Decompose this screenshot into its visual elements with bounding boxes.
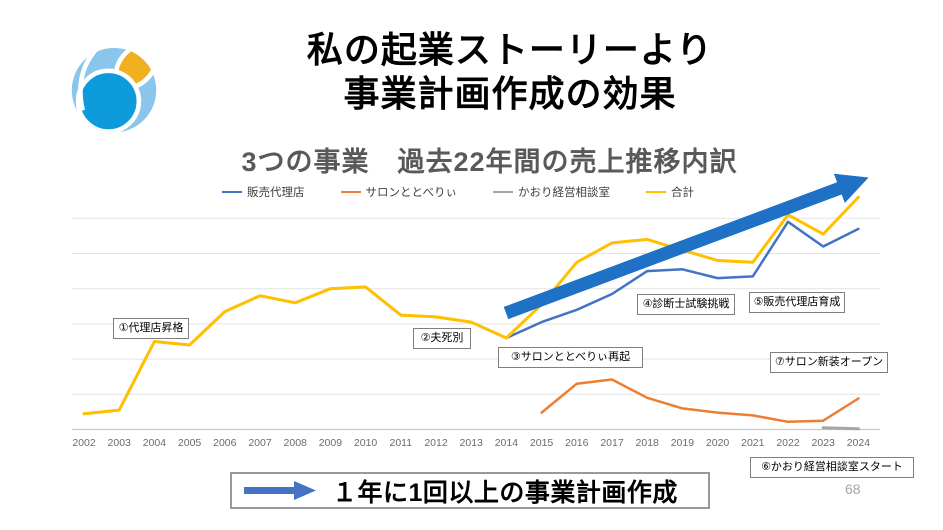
x-axis-label: 2006 <box>213 437 237 449</box>
legend-item-3: 合計 <box>645 184 694 200</box>
legend-swatch-icon <box>340 190 361 194</box>
x-axis-label: 2010 <box>354 437 378 449</box>
x-axis-label: 2018 <box>636 437 660 449</box>
legend-swatch-icon <box>492 190 513 194</box>
x-axis-label: 2016 <box>565 437 589 449</box>
slide-page-number: 68 <box>845 481 861 497</box>
legend-item-2: かおり経営相談室 <box>492 184 610 200</box>
company-logo-icon <box>71 47 157 133</box>
chart-legend: 販売代理店 サロンととべりぃ かおり経営相談室 合計 <box>0 184 916 200</box>
x-axis-label: 2002 <box>72 437 96 449</box>
x-axis-label: 2017 <box>600 437 624 449</box>
x-axis-label: 2024 <box>847 437 871 449</box>
growth-arrow <box>503 173 869 320</box>
annotation-agent-promotion: ①代理店昇格 <box>113 318 189 339</box>
x-axis-label: 2008 <box>284 437 308 449</box>
annotation-husband-bereavement: ②夫死別 <box>413 328 471 349</box>
callout-text: １年に1回以上の事業計画作成 <box>332 478 678 507</box>
legend-item-1: サロンととべりぃ <box>340 184 457 200</box>
legend-label: 販売代理店 <box>247 187 305 199</box>
x-axis-label: 2019 <box>671 437 695 449</box>
x-axis-label: 2005 <box>178 437 202 449</box>
series-line-販売代理店 <box>82 220 860 415</box>
legend-item-0: 販売代理店 <box>222 184 305 200</box>
series-line-かおり経営相談室 <box>821 426 860 431</box>
x-axis-label: 2004 <box>143 437 167 449</box>
callout-box: １年に1回以上の事業計画作成 <box>230 472 710 509</box>
legend-label: サロンととべりぃ <box>365 187 457 199</box>
series-line-サロンととべりぃ <box>540 378 860 424</box>
slide-title-line1: 私の起業ストーリーより <box>306 29 714 70</box>
x-axis-label: 2003 <box>108 437 132 449</box>
x-axis-label: 2013 <box>460 437 484 449</box>
x-axis-label: 2015 <box>530 437 554 449</box>
x-axis-label: 2011 <box>390 437 413 449</box>
x-axis-label: 2022 <box>776 437 800 449</box>
x-axis-label: 2021 <box>741 437 765 449</box>
series-line-合計 <box>82 195 860 416</box>
legend-label: かおり経営相談室 <box>517 187 610 199</box>
legend-label: 合計 <box>670 187 694 199</box>
legend-swatch-icon <box>222 190 243 194</box>
annotation-consultant-exam: ④診断士試験挑戦 <box>637 294 735 315</box>
x-axis-label: 2023 <box>812 437 836 449</box>
slide-title-line2: 事業計画作成の効果 <box>343 73 677 114</box>
annotation-kaori-start: ⑥かおり経営相談室スタート <box>750 457 914 478</box>
annotation-agency-training: ⑤販売代理店育成 <box>749 292 845 313</box>
x-axis-label: 2012 <box>424 437 448 449</box>
x-axis-label: 2009 <box>319 437 343 449</box>
chart-title: 3つの事業 過去22年間の売上推移内訳 <box>241 147 738 177</box>
x-axis-label: 2007 <box>248 437 272 449</box>
right-arrow-icon <box>244 481 316 500</box>
slide-title: 私の起業ストーリーより 事業計画作成の効果 <box>190 28 830 116</box>
x-axis-label: 2020 <box>706 437 730 449</box>
x-axis-label: 2014 <box>495 437 519 449</box>
annotation-salon-renewal: ⑦サロン新装オープン <box>770 352 888 373</box>
annotation-salon-restart: ③サロンととべりぃ再起 <box>498 347 643 368</box>
legend-swatch-icon <box>645 190 666 194</box>
